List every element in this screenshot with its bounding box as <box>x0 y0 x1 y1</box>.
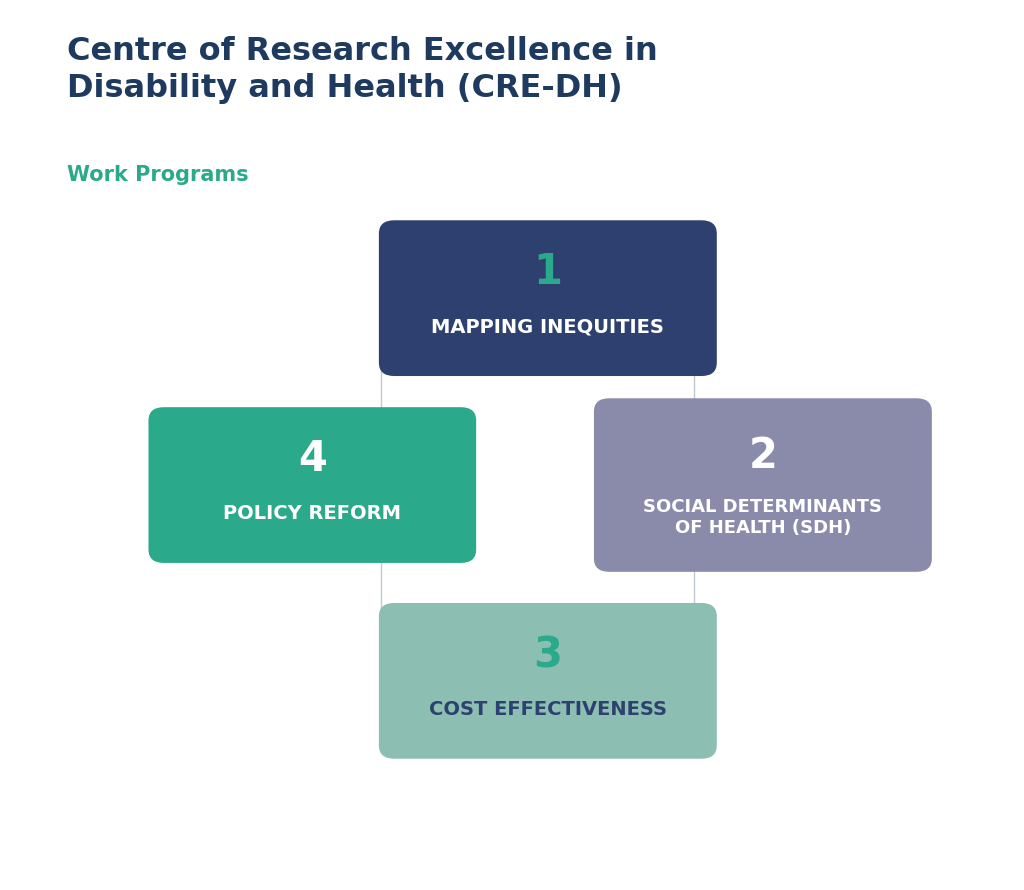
FancyBboxPatch shape <box>379 603 717 758</box>
Text: 4: 4 <box>298 438 327 481</box>
Text: 1: 1 <box>534 251 562 294</box>
FancyBboxPatch shape <box>148 408 476 563</box>
Text: MAPPING INEQUITIES: MAPPING INEQUITIES <box>431 317 665 336</box>
Text: Work Programs: Work Programs <box>67 165 248 184</box>
Text: COST EFFECTIVENESS: COST EFFECTIVENESS <box>429 700 667 719</box>
Text: Centre of Research Excellence in
Disability and Health (CRE-DH): Centre of Research Excellence in Disabil… <box>67 36 657 103</box>
Text: SOCIAL DETERMINANTS
OF HEALTH (SDH): SOCIAL DETERMINANTS OF HEALTH (SDH) <box>643 498 883 537</box>
FancyBboxPatch shape <box>594 399 932 571</box>
FancyBboxPatch shape <box>379 221 717 376</box>
Text: 3: 3 <box>534 634 562 676</box>
Text: POLICY REFORM: POLICY REFORM <box>223 504 401 523</box>
Text: 2: 2 <box>749 434 777 477</box>
